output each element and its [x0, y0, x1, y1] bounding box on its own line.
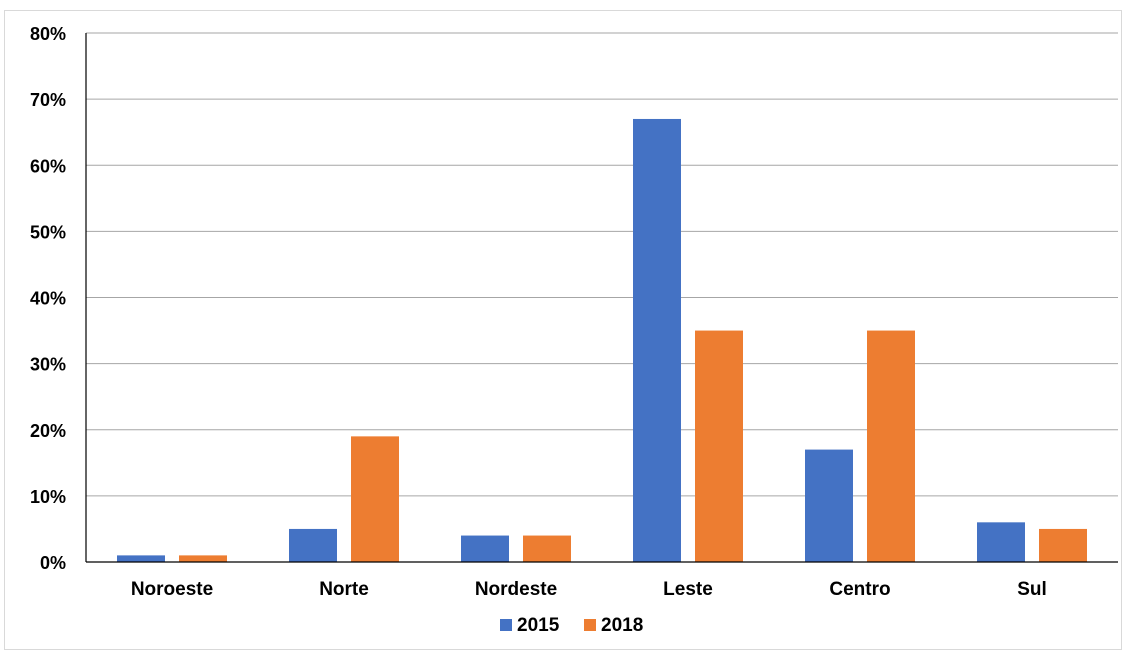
bar-centro-2018	[867, 330, 915, 562]
x-category-label: Sul	[1017, 579, 1047, 600]
y-tick-label: 20%	[30, 421, 66, 441]
bar-norte-2015	[289, 528, 337, 562]
axes	[85, 33, 1118, 563]
legend-label-2018: 2018	[601, 615, 643, 636]
y-tick-label: 40%	[30, 289, 66, 309]
gridlines	[86, 32, 1118, 497]
y-tick-label: 30%	[30, 355, 66, 375]
y-tick-label: 80%	[30, 24, 66, 44]
bar-sul-2018	[1039, 528, 1087, 562]
x-axis-category-labels: Noroeste Norte Nordeste Leste Centro Sul	[131, 579, 1047, 600]
y-tick-label: 10%	[30, 487, 66, 507]
y-tick-label: 0%	[40, 553, 66, 573]
y-tick-label: 70%	[30, 90, 66, 110]
bars	[117, 118, 1087, 563]
bar-centro-2015	[805, 449, 853, 562]
legend-label-2015: 2015	[517, 615, 560, 636]
bar-noroeste-2015	[117, 555, 165, 562]
bar-sul-2015	[977, 522, 1025, 562]
bar-norte-2018	[351, 436, 399, 562]
bar-nordeste-2018	[523, 535, 571, 562]
y-axis-tick-labels: 0% 10% 20% 30% 40% 50% 60% 70% 80%	[30, 24, 66, 573]
legend: 2015 2018	[500, 615, 643, 636]
bar-nordeste-2015	[461, 535, 509, 562]
x-category-label: Norte	[319, 579, 369, 600]
x-category-label: Centro	[829, 579, 890, 600]
y-tick-label: 50%	[30, 222, 66, 242]
x-category-label: Nordeste	[475, 579, 557, 600]
y-tick-label: 60%	[30, 156, 66, 176]
x-category-label: Noroeste	[131, 579, 213, 600]
legend-swatch-2015	[500, 619, 512, 631]
bar-leste-2018	[695, 330, 743, 562]
bar-noroeste-2018	[179, 555, 227, 562]
x-category-label: Leste	[663, 579, 713, 600]
legend-swatch-2018	[584, 619, 596, 631]
bar-leste-2015	[633, 118, 681, 563]
